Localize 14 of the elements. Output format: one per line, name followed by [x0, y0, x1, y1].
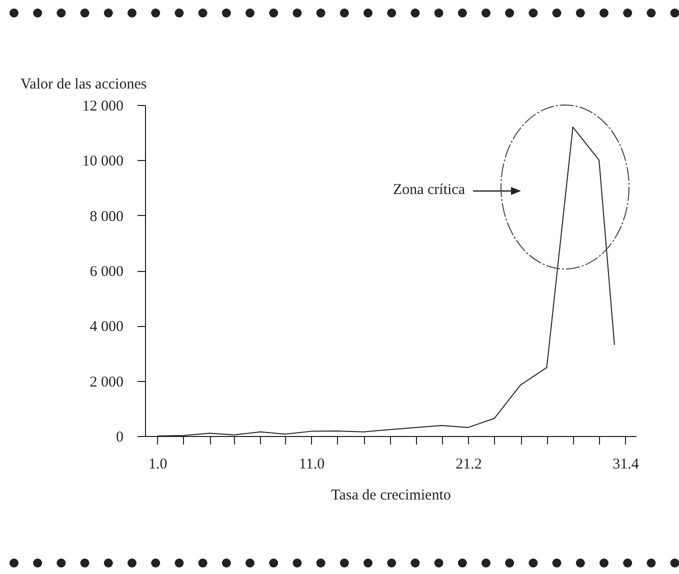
y-tick-label: 2 000: [90, 374, 124, 390]
annotation: Zona crítica: [392, 182, 466, 198]
x-tick-label: 11.0: [298, 456, 325, 472]
x-tick-label: 1.0: [148, 456, 168, 472]
y-tick-label: 4 000: [90, 319, 124, 336]
y-tick-label: 6 000: [90, 264, 124, 280]
y-tick-label: 8 000: [90, 208, 124, 225]
x-axis-title: Tasa de crecimiento: [331, 488, 451, 504]
x-tick-label: 21.2: [456, 456, 482, 472]
y-tick-label: 12 000: [82, 98, 124, 114]
x-tick-label: 31.4: [612, 456, 640, 472]
y-tick-label: 0: [116, 430, 124, 446]
y-axis-title: Valor de las acciones: [20, 76, 147, 92]
y-tick-label: 10 000: [82, 154, 124, 170]
